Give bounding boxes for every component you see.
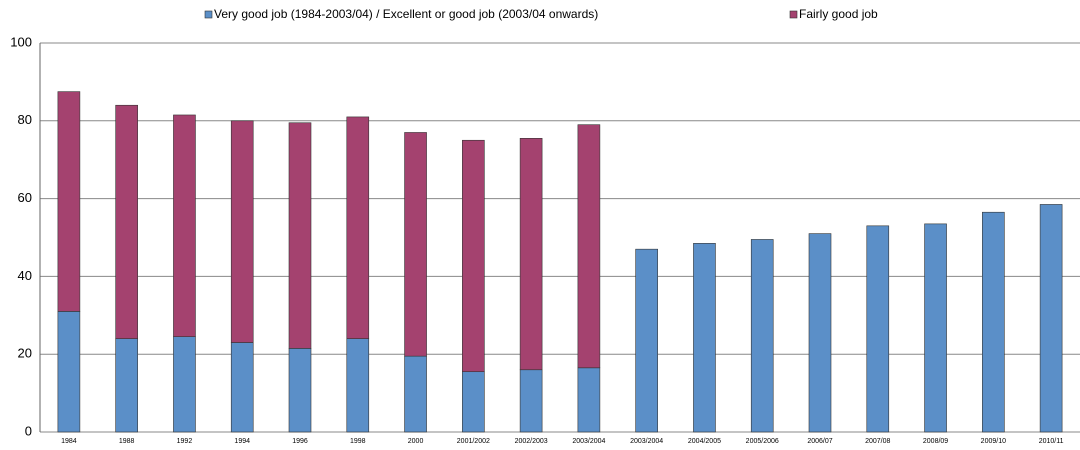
legend-label: Very good job (1984-2003/04) / Excellent… — [214, 7, 598, 21]
y-tick-label: 0 — [25, 423, 32, 438]
y-tick-label: 60 — [18, 190, 32, 205]
y-tick-label: 20 — [18, 346, 32, 361]
x-tick-label: 1994 — [234, 438, 250, 445]
bar-segment — [115, 338, 138, 433]
legend-label: Fairly good job — [799, 7, 878, 21]
bar-segment — [115, 104, 138, 339]
x-tick-label: 2004/2005 — [688, 438, 721, 445]
x-tick-label: 2007/08 — [865, 438, 890, 445]
x-tick-label: 2009/10 — [981, 438, 1006, 445]
x-tick-label: 1996 — [292, 438, 308, 445]
x-tick-label: 2003/2004 — [572, 438, 605, 445]
bar-segment — [404, 132, 427, 357]
x-tick-label: 2000 — [408, 438, 424, 445]
bar-segment — [288, 122, 312, 349]
bar-segment — [693, 243, 716, 433]
x-tick-label: 2010/11 — [1039, 438, 1064, 445]
bar-segment — [866, 225, 890, 433]
y-tick-label: 80 — [18, 112, 32, 127]
bar-segment — [57, 311, 81, 433]
bar-segment — [173, 114, 196, 337]
x-tick-label: 2006/07 — [807, 438, 832, 445]
bar-segment — [462, 139, 485, 373]
y-tick-label: 40 — [18, 268, 32, 283]
bar-segment — [519, 138, 543, 371]
bar-segment — [230, 342, 254, 433]
x-tick-label: 1984 — [61, 438, 77, 445]
x-tick-label: 1992 — [177, 438, 193, 445]
bar-segment — [635, 248, 658, 433]
bar-segment — [288, 348, 312, 433]
x-tick-label: 2008/09 — [923, 438, 948, 445]
legend-swatch — [789, 10, 798, 19]
bar-segment — [1039, 204, 1063, 433]
bar-segment — [577, 124, 601, 369]
bar-segment — [346, 338, 370, 433]
bar-segment — [462, 371, 485, 433]
bar-segment — [982, 211, 1005, 433]
x-tick-label: 1988 — [119, 438, 135, 445]
x-tick-label: 2002/2003 — [515, 438, 548, 445]
bar-segment — [230, 120, 254, 343]
y-tick-label: 100 — [10, 34, 32, 49]
bar-segment — [346, 116, 370, 339]
legend-swatch — [204, 10, 213, 19]
bar-segment — [808, 233, 832, 433]
bar-segment — [519, 369, 543, 433]
x-tick-label: 1998 — [350, 438, 366, 445]
bar-segment — [57, 91, 81, 312]
bar-segment — [577, 367, 601, 433]
x-tick-label: 2001/2002 — [457, 438, 490, 445]
x-tick-label: 2003/2004 — [630, 438, 663, 445]
bar-segment — [924, 223, 947, 433]
x-tick-label: 2005/2006 — [746, 438, 779, 445]
bar-segment — [750, 239, 774, 433]
bar-segment — [173, 336, 196, 433]
bar-segment — [404, 355, 427, 433]
